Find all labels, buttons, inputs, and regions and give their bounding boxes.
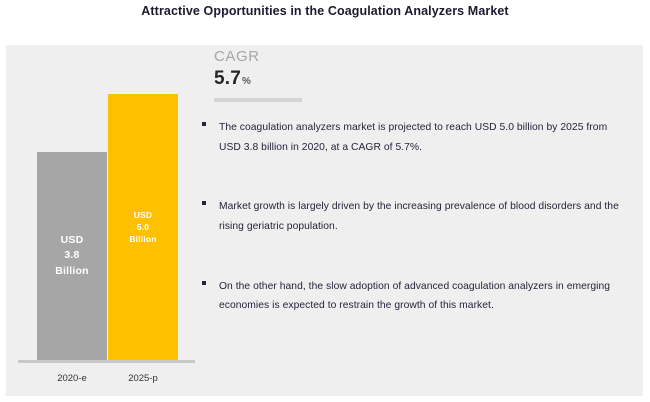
bar-2025-p-label-line3: Billion	[129, 234, 157, 245]
page-title: Attractive Opportunities in the Coagulat…	[141, 4, 509, 18]
cagr-divider	[214, 97, 302, 102]
cagr-label: CAGR	[214, 48, 260, 65]
bar-2025-p-label-line1: USD	[133, 209, 153, 220]
bar-2025-p-label-line2: 5.0	[136, 221, 150, 232]
cagr-value-row: 5.7 %	[214, 68, 302, 90]
bar-2020-e-label-line2: 3.8	[64, 249, 80, 262]
bar-2025-p-label: USD 5.0 Billion	[129, 209, 156, 246]
bar-2020-e-label-line3: Billion	[55, 264, 89, 277]
bullet-text: The coagulation analyzers market is proj…	[219, 122, 608, 153]
bullet-square-icon	[202, 122, 206, 126]
bar-2020-e: USD 3.8 Billion	[37, 152, 107, 360]
cagr-block: CAGR 5.7 %	[214, 48, 302, 102]
list-item: The coagulation analyzers market is proj…	[202, 117, 631, 156]
x-axis-tick-2025-p: 2025-p	[128, 373, 158, 384]
bullet-square-icon	[202, 280, 206, 285]
infographic-panel: USD 3.8 Billion USD 5.0 Billion 2020-e 2…	[6, 45, 643, 396]
bullet-square-icon	[202, 201, 206, 206]
cagr-percent-sign: %	[242, 75, 251, 87]
list-item: Market growth is largely driven by the i…	[202, 196, 631, 235]
bar-2020-e-label-line1: USD	[60, 234, 84, 247]
bullet-text: Market growth is largely driven by the i…	[219, 201, 619, 233]
x-axis-tick-2020-e: 2020-e	[57, 373, 87, 384]
content-column: CAGR 5.7 % The coagulation analyzers mar…	[202, 45, 643, 396]
bar-2020-e-label: USD 3.8 Billion	[55, 233, 88, 279]
bar-2025-p: USD 5.0 Billion	[108, 94, 178, 360]
x-axis-line	[18, 360, 195, 363]
bullet-text: On the other hand, the slow adoption of …	[219, 280, 611, 312]
bullet-list: The coagulation analyzers market is proj…	[202, 117, 643, 355]
cagr-value: 5.7	[214, 67, 242, 89]
list-item: On the other hand, the slow adoption of …	[202, 276, 631, 315]
bar-chart: USD 3.8 Billion USD 5.0 Billion 2020-e 2…	[6, 45, 201, 396]
